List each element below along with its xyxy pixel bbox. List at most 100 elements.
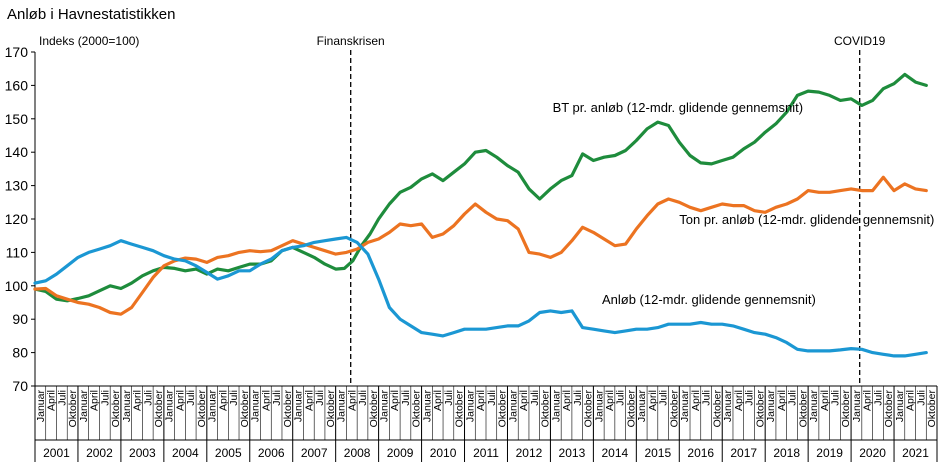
- y-axis-label: Indeks (2000=100): [39, 34, 139, 48]
- x-month-label: Juli: [787, 390, 799, 406]
- x-month-label: Januar: [78, 390, 90, 423]
- x-month-label: Januar: [808, 390, 820, 423]
- x-month-label: Oktober: [583, 390, 595, 428]
- x-month-label: April: [561, 390, 573, 411]
- x-year-label: 2005: [215, 446, 242, 460]
- x-year-label: 2009: [387, 446, 414, 460]
- x-month-label: Januar: [593, 390, 605, 423]
- x-month-label: Juli: [271, 390, 283, 406]
- x-month-label: Januar: [722, 390, 734, 423]
- x-year-label: 2012: [516, 446, 543, 460]
- y-tick-label: 90: [12, 311, 28, 327]
- x-month-label: Januar: [464, 390, 476, 423]
- x-month-label: Januar: [35, 390, 47, 423]
- x-month-label: Juli: [357, 390, 369, 406]
- x-month-label: Januar: [121, 390, 133, 423]
- x-month-label: Oktober: [454, 390, 466, 428]
- x-month-label: Januar: [421, 390, 433, 423]
- x-year-label: 2017: [730, 446, 757, 460]
- x-month-label: April: [862, 390, 874, 411]
- x-month-label: Oktober: [411, 390, 423, 428]
- x-month-label: Oktober: [239, 390, 251, 428]
- x-month-label: April: [647, 390, 659, 411]
- x-month-label: Juli: [615, 390, 627, 406]
- x-month-label: April: [132, 390, 144, 411]
- x-year-label: 2021: [902, 446, 929, 460]
- chart-title: Anløb i Havnestatistikken: [7, 6, 176, 23]
- x-month-label: Oktober: [625, 390, 637, 428]
- y-tick-label: 100: [5, 278, 29, 294]
- x-month-label: Januar: [250, 390, 262, 423]
- y-tick-label: 130: [5, 178, 29, 194]
- x-year-label: 2013: [559, 446, 586, 460]
- x-month-label: Juli: [872, 390, 884, 406]
- x-month-label: Juli: [142, 390, 154, 406]
- x-month-label: Oktober: [325, 390, 337, 428]
- series-label: Anløb (12-mdr. glidende gennemsnit): [602, 292, 816, 307]
- x-month-label: Oktober: [668, 390, 680, 428]
- x-year-label: 2004: [172, 446, 199, 460]
- x-month-label: April: [260, 390, 272, 411]
- x-month-label: Juli: [915, 390, 927, 406]
- x-month-label: April: [518, 390, 530, 411]
- x-year-label: 2011: [473, 446, 499, 460]
- x-month-label: April: [46, 390, 58, 411]
- x-month-label: Oktober: [754, 390, 766, 428]
- x-year-label: 2010: [430, 446, 457, 460]
- annotation-label: Finanskrisen: [317, 34, 385, 48]
- x-month-label: Oktober: [196, 390, 208, 428]
- x-month-label: Juli: [314, 390, 326, 406]
- x-month-label: Januar: [164, 390, 176, 423]
- x-month-label: April: [733, 390, 745, 411]
- y-tick-label: 150: [5, 111, 29, 127]
- x-month-label: Oktober: [110, 390, 122, 428]
- x-month-label: Juli: [99, 390, 111, 406]
- x-month-label: April: [819, 390, 831, 411]
- x-year-label: 2018: [773, 446, 800, 460]
- x-year-label: 2007: [301, 446, 328, 460]
- x-month-label: Juli: [829, 390, 841, 406]
- x-month-label: Januar: [336, 390, 348, 423]
- series-line: [33, 72, 928, 303]
- x-year-label: 2019: [816, 446, 843, 460]
- x-month-label: Januar: [507, 390, 519, 423]
- series-label: BT pr. anløb (12-mdr. glidende gennemsni…: [553, 100, 804, 115]
- y-tick-label: 80: [12, 345, 28, 361]
- x-year-label: 2002: [86, 446, 113, 460]
- x-month-label: Juli: [228, 390, 240, 406]
- x-month-label: Januar: [765, 390, 777, 423]
- x-month-label: Juli: [701, 390, 713, 406]
- x-month-label: April: [432, 390, 444, 411]
- x-month-label: Oktober: [368, 390, 380, 428]
- x-month-label: Januar: [207, 390, 219, 423]
- x-year-label: 2001: [43, 446, 70, 460]
- series-line: [33, 235, 928, 358]
- x-month-label: April: [346, 390, 358, 411]
- x-year-label: 2008: [344, 446, 371, 460]
- x-month-label: April: [776, 390, 788, 411]
- x-month-label: Oktober: [67, 390, 79, 428]
- x-month-label: Oktober: [711, 390, 723, 428]
- x-month-label: April: [604, 390, 616, 411]
- x-month-label: Januar: [679, 390, 691, 423]
- x-month-label: Juli: [486, 390, 498, 406]
- x-month-label: Juli: [443, 390, 455, 406]
- y-tick-label: 160: [5, 77, 29, 93]
- y-tick-label: 140: [5, 144, 29, 160]
- x-month-label: Oktober: [282, 390, 294, 428]
- x-month-label: Juli: [56, 390, 68, 406]
- x-year-label: 2020: [859, 446, 886, 460]
- x-year-label: 2003: [129, 446, 156, 460]
- x-month-label: Juli: [400, 390, 412, 406]
- x-month-label: Juli: [744, 390, 756, 406]
- x-month-label: April: [217, 390, 229, 411]
- y-tick-label: 110: [6, 244, 29, 260]
- series-label: Ton pr. anløb (12-mdr. glidende gennemsn…: [679, 212, 934, 227]
- x-month-label: April: [905, 390, 917, 411]
- x-month-label: Januar: [550, 390, 562, 423]
- x-month-label: Januar: [293, 390, 305, 423]
- x-month-label: April: [174, 390, 186, 411]
- x-month-label: Oktober: [883, 390, 895, 428]
- x-month-label: Januar: [894, 390, 906, 423]
